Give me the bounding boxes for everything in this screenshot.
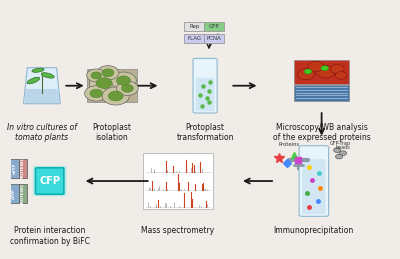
FancyBboxPatch shape: [86, 69, 137, 103]
Text: Rep: Rep: [189, 24, 199, 29]
Circle shape: [111, 72, 136, 89]
Circle shape: [330, 64, 344, 74]
Circle shape: [108, 91, 123, 101]
FancyBboxPatch shape: [10, 159, 19, 178]
Ellipse shape: [32, 68, 44, 72]
Circle shape: [316, 65, 335, 78]
Text: Immunoprecipitation: Immunoprecipitation: [274, 226, 354, 235]
Text: Protoplast
transformation: Protoplast transformation: [176, 123, 234, 142]
Text: PROTEIN1: PROTEIN1: [21, 157, 25, 179]
FancyBboxPatch shape: [294, 60, 349, 84]
Text: PCNA: PCNA: [207, 36, 222, 41]
Circle shape: [298, 68, 315, 80]
Circle shape: [96, 78, 112, 89]
Ellipse shape: [41, 73, 54, 78]
FancyBboxPatch shape: [35, 167, 65, 195]
Circle shape: [321, 66, 329, 71]
FancyBboxPatch shape: [299, 146, 329, 216]
Ellipse shape: [27, 77, 40, 84]
FancyBboxPatch shape: [193, 58, 217, 113]
Circle shape: [102, 69, 114, 77]
Polygon shape: [25, 89, 59, 103]
Text: beads: beads: [335, 145, 350, 150]
Circle shape: [89, 73, 119, 93]
FancyBboxPatch shape: [184, 34, 204, 43]
Text: cVYP: cVYP: [12, 189, 16, 199]
FancyBboxPatch shape: [302, 159, 326, 214]
Polygon shape: [24, 68, 60, 104]
Text: CFP: CFP: [39, 176, 60, 186]
FancyBboxPatch shape: [204, 34, 224, 43]
FancyBboxPatch shape: [19, 184, 27, 203]
Circle shape: [336, 154, 342, 159]
Circle shape: [91, 72, 102, 79]
Text: FLAG: FLAG: [187, 36, 201, 41]
FancyBboxPatch shape: [204, 22, 224, 31]
Circle shape: [116, 76, 130, 85]
FancyBboxPatch shape: [143, 153, 213, 209]
Text: Proteins: Proteins: [279, 142, 300, 147]
Text: GFP-Trap: GFP-Trap: [329, 141, 350, 146]
Circle shape: [121, 84, 133, 92]
Circle shape: [335, 71, 347, 79]
Text: nVYP: nVYP: [12, 162, 16, 174]
Circle shape: [86, 69, 106, 82]
FancyBboxPatch shape: [10, 184, 19, 203]
Circle shape: [102, 87, 129, 105]
FancyBboxPatch shape: [34, 167, 66, 196]
Text: Microscopy/WB analysis
of the expressed proteins: Microscopy/WB analysis of the expressed …: [273, 123, 370, 142]
Text: PROTEIN2: PROTEIN2: [21, 183, 25, 205]
Text: Protein interaction
confirmation by BiFC: Protein interaction confirmation by BiFC: [10, 226, 90, 246]
Text: Protoplast
isolation: Protoplast isolation: [92, 123, 131, 142]
FancyBboxPatch shape: [196, 78, 214, 111]
Circle shape: [334, 148, 341, 153]
Text: In vitro cultures of
tomato plants: In vitro cultures of tomato plants: [7, 123, 77, 142]
Circle shape: [97, 66, 119, 80]
Circle shape: [304, 69, 312, 74]
FancyBboxPatch shape: [36, 168, 64, 194]
Text: GFP: GFP: [209, 24, 220, 29]
Circle shape: [116, 81, 138, 96]
FancyBboxPatch shape: [294, 85, 349, 101]
Circle shape: [340, 151, 346, 155]
Circle shape: [90, 89, 103, 98]
Text: Mass spectrometry: Mass spectrometry: [141, 226, 214, 235]
Circle shape: [308, 61, 324, 71]
FancyBboxPatch shape: [184, 22, 204, 31]
FancyBboxPatch shape: [19, 159, 27, 178]
Circle shape: [85, 86, 108, 101]
FancyBboxPatch shape: [32, 166, 67, 196]
